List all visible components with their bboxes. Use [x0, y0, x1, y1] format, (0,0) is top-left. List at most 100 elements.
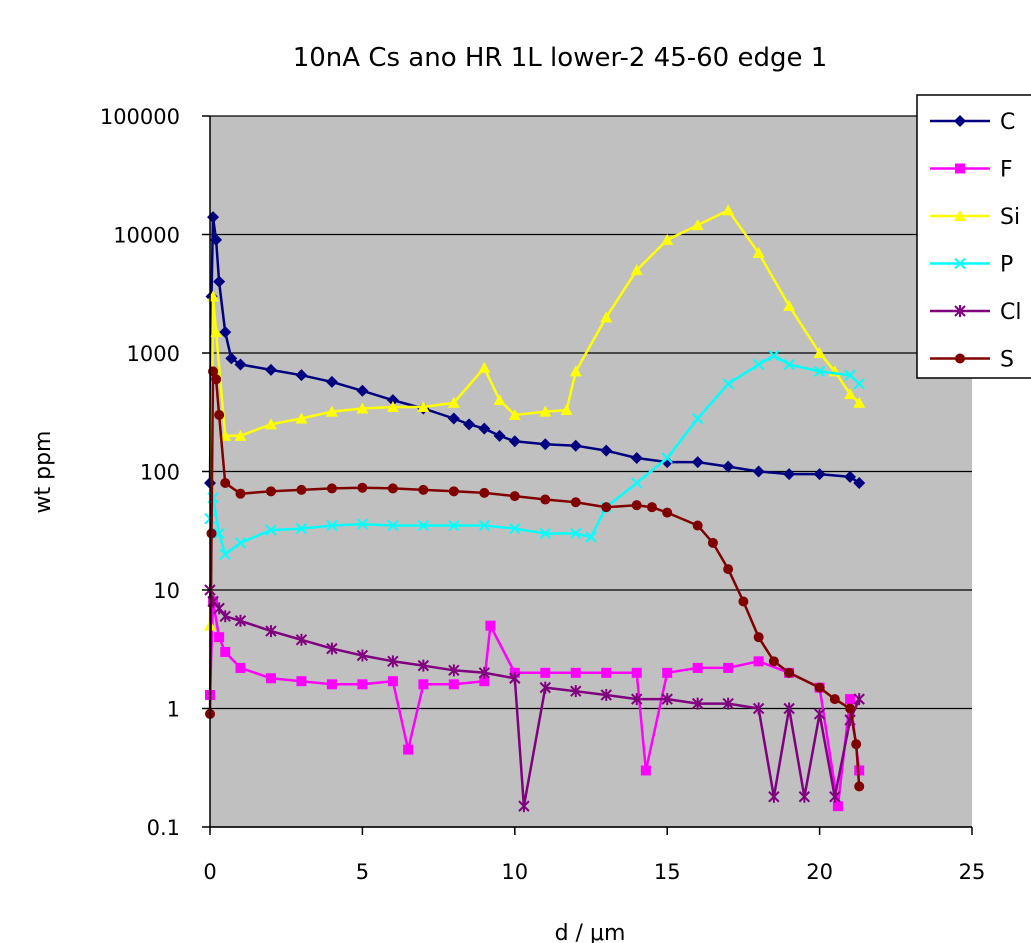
data-point — [783, 299, 796, 311]
data-point — [417, 519, 430, 532]
data-point — [220, 477, 231, 488]
data-point — [784, 667, 795, 678]
data-point — [601, 667, 612, 678]
y-tick-label: 0.1 — [147, 816, 180, 840]
x-tick-label: 5 — [356, 860, 369, 884]
data-point — [631, 500, 642, 511]
data-point — [479, 487, 490, 498]
data-point — [403, 744, 414, 755]
data-point — [691, 456, 704, 469]
series-Si — [204, 204, 866, 631]
legend-marker — [954, 210, 966, 221]
series-line — [208, 601, 861, 807]
legend-label: Si — [1000, 205, 1020, 230]
data-point — [570, 527, 582, 540]
data-point — [560, 404, 573, 416]
data-point — [234, 358, 247, 371]
data-point — [539, 438, 552, 451]
data-point — [813, 365, 826, 378]
data-point — [813, 347, 826, 358]
data-point — [600, 688, 612, 701]
data-point — [569, 439, 582, 452]
data-point — [265, 524, 277, 536]
data-point — [844, 369, 856, 381]
y-tick-label: 100000 — [100, 105, 180, 129]
data-point — [219, 326, 232, 339]
data-point — [234, 537, 247, 549]
data-point — [206, 528, 217, 539]
data-point — [691, 412, 704, 425]
data-point — [753, 656, 764, 667]
series-line — [208, 589, 861, 807]
data-point — [845, 703, 856, 714]
data-point — [213, 275, 226, 288]
data-point — [539, 405, 552, 417]
data-point — [768, 790, 780, 803]
data-point — [386, 394, 399, 407]
series-Cl — [204, 584, 865, 813]
data-point — [325, 375, 338, 388]
data-point — [723, 662, 734, 673]
data-point — [722, 204, 735, 216]
data-point — [448, 519, 460, 532]
data-point — [631, 693, 643, 706]
axes — [202, 115, 973, 835]
data-point — [265, 486, 276, 497]
legend-entry: F — [930, 158, 1013, 183]
data-point — [478, 361, 491, 373]
data-point — [844, 470, 857, 483]
data-point — [214, 632, 225, 643]
data-point — [646, 502, 657, 513]
data-point — [539, 681, 551, 694]
legend: CF Si P Cl S — [916, 94, 1031, 379]
data-point — [569, 365, 582, 377]
series-P — [204, 349, 865, 561]
data-point — [722, 460, 735, 473]
data-point — [295, 369, 308, 382]
legend-box — [916, 94, 1031, 379]
data-point — [723, 564, 734, 575]
legend-entry: Cl — [930, 300, 1021, 325]
data-point — [326, 642, 338, 655]
data-point — [220, 646, 231, 657]
data-point — [814, 682, 825, 693]
legend-label: S — [1000, 348, 1014, 373]
data-point — [783, 358, 795, 371]
x-tick-label: 25 — [959, 860, 986, 884]
data-point — [691, 219, 704, 231]
data-point — [854, 781, 865, 792]
data-point — [210, 326, 223, 338]
data-point — [326, 679, 337, 690]
data-point — [845, 694, 856, 705]
data-point — [478, 666, 491, 679]
y-axis-label: wt ppm — [31, 431, 56, 514]
legend-label: C — [1000, 110, 1015, 135]
legend-entry: C — [930, 110, 1015, 135]
data-point — [213, 602, 225, 615]
data-point — [418, 484, 429, 495]
data-point — [479, 676, 490, 687]
data-point — [662, 667, 673, 678]
series-line — [208, 370, 861, 787]
y-tick-labels: 0.1 1 10 100 1000 10000 100000 — [100, 105, 180, 840]
data-point — [640, 765, 651, 776]
data-point — [296, 484, 307, 495]
legend-entry: P — [930, 253, 1013, 278]
chart-title: 10nA Cs ano HR 1L lower-2 45-60 edge 1 — [293, 43, 828, 73]
data-point — [722, 378, 734, 390]
data-point — [211, 374, 222, 385]
data-point — [662, 507, 673, 518]
data-point — [357, 482, 368, 493]
data-point — [447, 412, 460, 425]
data-point — [295, 522, 308, 535]
data-point — [829, 790, 841, 803]
data-point — [448, 679, 459, 690]
data-point — [752, 465, 765, 478]
data-point — [832, 801, 843, 812]
data-point — [234, 429, 247, 441]
data-point — [478, 422, 491, 435]
data-point — [386, 401, 399, 413]
data-point — [356, 384, 369, 397]
data-point — [357, 679, 368, 690]
legend-label: Cl — [1000, 300, 1021, 325]
